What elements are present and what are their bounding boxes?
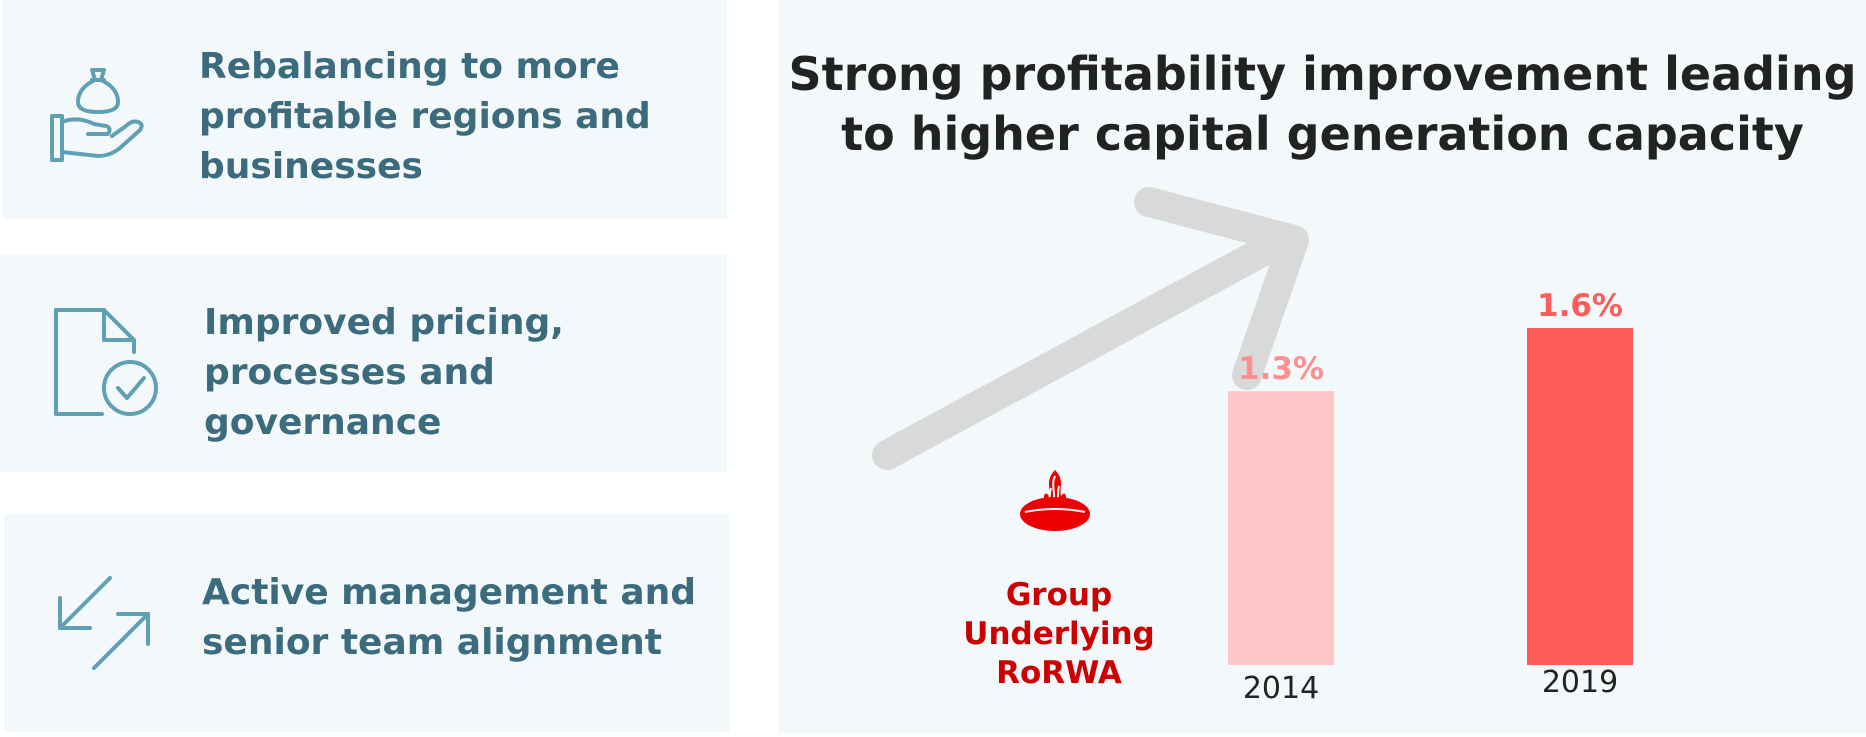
document-check-icon bbox=[52, 306, 162, 424]
card-pricing: Improved pricing, processes and governan… bbox=[0, 254, 727, 472]
metric-label: Group Underlying RoRWA bbox=[963, 577, 1155, 691]
card-text: Improved pricing, processes and governan… bbox=[204, 302, 564, 443]
money-bag-in-hand-icon bbox=[48, 64, 148, 168]
category-label-2014: 2014 bbox=[1243, 671, 1319, 706]
chart-title: Strong profitability improvement leading… bbox=[788, 47, 1857, 161]
card-text: Active management and senior team alignm… bbox=[202, 572, 697, 663]
bar-2019 bbox=[1527, 328, 1633, 665]
card-rebalancing: Rebalancing to more profitable regions a… bbox=[3, 0, 727, 219]
card-text: Rebalancing to more profitable regions a… bbox=[199, 46, 651, 187]
santander-flame-logo bbox=[1019, 466, 1091, 536]
data-label-2014: 1.3% bbox=[1238, 351, 1324, 387]
data-label-2019: 1.6% bbox=[1537, 288, 1623, 324]
card-management: Active management and senior team alignm… bbox=[4, 514, 730, 732]
trend-arrow-icon bbox=[872, 187, 1309, 470]
category-label-2019: 2019 bbox=[1542, 665, 1618, 700]
chart-svg: 1.3% 2014 1.6% 2019 bbox=[872, 187, 1633, 706]
chart-panel: Strong profitability improvement leading… bbox=[779, 0, 1866, 733]
diagonal-arrows-icon bbox=[54, 574, 154, 678]
bar-2014 bbox=[1228, 391, 1334, 665]
